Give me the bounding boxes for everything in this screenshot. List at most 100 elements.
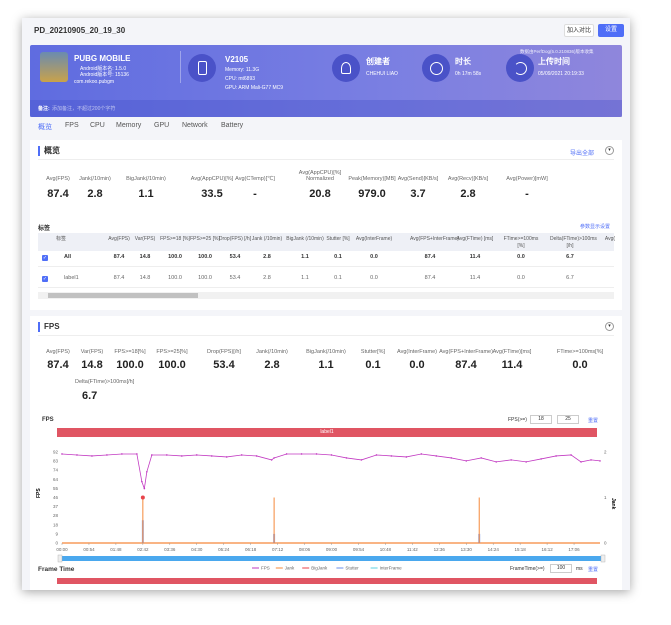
column-header: Avg(FTime) [ms] [456, 236, 494, 242]
fps-threshold-input-2[interactable]: 25 [557, 415, 579, 424]
y-tick-label: 64 [53, 477, 59, 482]
fps-point [525, 461, 527, 463]
table-cell: 0.0 [517, 254, 525, 260]
scrollbar-thumb[interactable] [48, 293, 198, 298]
table-header [38, 233, 614, 251]
label-bar[interactable]: label1 [57, 428, 597, 437]
metric-label: Avg(FTime)[ms] [492, 349, 532, 355]
row-checkbox[interactable]: ✓ [42, 255, 48, 261]
x-tick-label: 06:18 [245, 547, 257, 552]
export-all-link[interactable]: 导出全部 [570, 151, 595, 157]
fps-point [136, 453, 138, 455]
time-range-slider[interactable] [58, 556, 604, 561]
y2-tick-label: 2 [604, 450, 607, 455]
frame-time-reset-link[interactable]: 重置 [588, 567, 599, 573]
row-checkbox[interactable]: ✓ [42, 276, 48, 282]
frame-time-label-bar[interactable] [57, 578, 597, 584]
x-tick-label: 13:30 [461, 547, 473, 552]
fps-point [210, 455, 213, 457]
column-header: Avg( [604, 236, 616, 242]
metric-label: Avg(InterFrame) [397, 349, 437, 355]
metric-label: FPS>=18[%] [114, 349, 146, 355]
collapse-icon[interactable]: ▾ [605, 146, 614, 155]
column-header: FPS>=25 [%] [190, 236, 220, 242]
fps-point [580, 461, 582, 463]
fps-point [435, 455, 438, 457]
metric-label: Stutter[%] [360, 349, 386, 355]
fps-point [420, 453, 423, 455]
metric-value: 2.8 [87, 188, 103, 200]
table-cell: 0.1 [334, 254, 342, 260]
metric-value: 20.8 [309, 188, 331, 200]
duration-value: 0h 17m 58s [455, 71, 482, 77]
compare-button[interactable]: 加入对比 [564, 24, 594, 37]
horizontal-scrollbar[interactable] [38, 292, 614, 299]
fps-point [555, 455, 557, 457]
metric-label: Avg(FPS) [46, 349, 70, 355]
remark-input[interactable]: 添加备注，不超过200个字符 [52, 106, 116, 112]
fps-threshold-input-1[interactable]: 18 [530, 415, 552, 424]
fps-point [255, 455, 258, 457]
x-tick-label: 09:54 [353, 547, 365, 552]
frame-time-input[interactable]: 100 [550, 564, 572, 573]
metric-label: FTime>=100ms[%] [556, 349, 604, 355]
metric-label: FPS>=25[%] [156, 349, 188, 355]
tab-network[interactable]: Network [182, 122, 208, 129]
tab-overview[interactable]: 概览 [38, 124, 52, 131]
x-tick-label: 07:12 [272, 547, 284, 552]
tab-gpu[interactable]: GPU [154, 122, 170, 129]
table-cell: 6.7 [566, 254, 574, 260]
y-tick-label: 46 [53, 495, 59, 500]
table-cell: 14.8 [139, 275, 151, 281]
fps-point [240, 454, 243, 456]
tab-fps[interactable]: FPS [65, 122, 79, 129]
table-cell: 53.4 [229, 275, 241, 281]
slider-handle[interactable] [57, 554, 63, 563]
labels-title: 标签 [38, 226, 51, 232]
slider-handle[interactable] [600, 554, 606, 563]
y2-tick-label: 1 [604, 495, 607, 500]
tab-memory[interactable]: Memory [116, 122, 142, 129]
fps-point [61, 453, 63, 455]
tab-cpu[interactable]: CPU [90, 122, 105, 129]
metric-value: 1.1 [138, 188, 154, 200]
table-cell: 53.4 [229, 254, 241, 260]
metric-label: Avg(AppCPU)[%] [190, 176, 234, 182]
x-tick-label: 01:48 [110, 547, 122, 552]
column-header: Delta(FTime)>100ms [/h] [550, 236, 597, 249]
column-header: FTime>=100ms [%] [503, 236, 539, 249]
tab-battery[interactable]: Battery [221, 122, 244, 129]
metric-value: 3.7 [410, 188, 426, 200]
fps-point [91, 455, 93, 457]
remark-label: 备注: [38, 106, 50, 112]
param-settings-link[interactable]: 参数显示设置 [580, 224, 611, 230]
column-header: BigJank (/10min) [286, 236, 324, 242]
metric-value: 33.5 [201, 188, 223, 200]
x-tick-label: 08:06 [299, 547, 311, 552]
overview-card: 概览 导出全部 ▾ Avg(FPS) 87.4 Jank(/10min) 2.8 Big… [30, 140, 622, 310]
android-version-code: Android版本号: 15136 [80, 72, 129, 78]
table-cell: 0.1 [334, 275, 342, 281]
frame-time-title: Frame Time [38, 566, 75, 573]
fps-point [510, 459, 512, 461]
fps-point [106, 454, 108, 456]
y-tick-label: 0 [55, 541, 58, 546]
y2-axis-label: Jank [610, 498, 616, 510]
table-cell: 100.0 [198, 254, 212, 260]
y-tick-label: 9 [55, 532, 58, 537]
y-tick-label: 37 [53, 504, 59, 509]
table-cell: 11.4 [469, 254, 481, 260]
fps-reset-link[interactable]: 重置 [588, 418, 599, 424]
metric-value: 1.1 [318, 359, 334, 371]
x-tick-label: 03:36 [164, 547, 176, 552]
x-tick-label: 15:18 [515, 547, 527, 552]
app-window: PD_20210905_20_19_30 加入对比 设置 PUBG MOBILE… [22, 18, 630, 590]
fps-point [495, 461, 497, 463]
y-tick-label: 55 [53, 486, 59, 491]
remark-bar: 备注: 添加备注，不超过200个字符 [30, 100, 622, 117]
fps-point [300, 453, 303, 455]
collapse-icon[interactable]: ▾ [605, 322, 614, 331]
metric-value: 11.4 [501, 359, 523, 371]
settings-button[interactable]: 设置 [598, 24, 624, 37]
y-tick-label: 74 [53, 467, 59, 472]
